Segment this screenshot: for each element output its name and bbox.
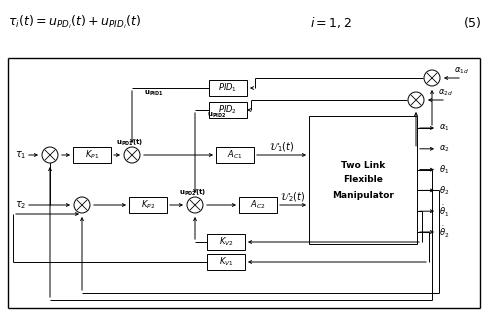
Bar bbox=[309, 116, 417, 244]
Text: $\theta_1$: $\theta_1$ bbox=[439, 163, 449, 176]
Text: $(5)$: $(5)$ bbox=[464, 15, 482, 29]
Text: $K_{V1}$: $K_{V1}$ bbox=[219, 256, 233, 268]
Text: $\dot{\theta}_2$: $\dot{\theta}_2$ bbox=[439, 224, 449, 240]
Text: $\mathbf{u_{PID1}}$: $\mathbf{u_{PID1}}$ bbox=[144, 88, 163, 98]
Bar bbox=[216, 147, 254, 163]
Text: $K_{P1}$: $K_{P1}$ bbox=[85, 149, 99, 161]
Text: $K_{P2}$: $K_{P2}$ bbox=[141, 199, 155, 211]
Circle shape bbox=[124, 147, 140, 163]
Bar bbox=[239, 197, 277, 213]
Text: $\alpha_{1d}$: $\alpha_{1d}$ bbox=[454, 66, 469, 76]
Text: $\alpha_{2d}$: $\alpha_{2d}$ bbox=[438, 88, 453, 98]
Bar bbox=[129, 197, 167, 213]
Text: $PID_2$: $PID_2$ bbox=[219, 104, 238, 116]
Text: $\mathbf{u_{PID2}}$: $\mathbf{u_{PID2}}$ bbox=[207, 110, 226, 119]
Circle shape bbox=[42, 147, 58, 163]
Circle shape bbox=[74, 197, 90, 213]
Text: $\tau_2$: $\tau_2$ bbox=[15, 199, 26, 211]
Text: $\mathbf{u_{PD2}(t)}$: $\mathbf{u_{PD2}(t)}$ bbox=[179, 188, 207, 198]
Text: $A_{C2}$: $A_{C2}$ bbox=[250, 199, 266, 211]
Bar bbox=[207, 254, 245, 270]
Text: $\alpha_2$: $\alpha_2$ bbox=[439, 143, 449, 154]
Bar bbox=[209, 80, 247, 96]
Text: $\mathcal{U}_1(t)$: $\mathcal{U}_1(t)$ bbox=[269, 140, 294, 154]
Text: $PID_1$: $PID_1$ bbox=[219, 82, 238, 94]
Text: $\tau_i(t) = u_{PD_i}(t) + u_{PID_i}(t)$: $\tau_i(t) = u_{PD_i}(t) + u_{PID_i}(t)$ bbox=[8, 13, 141, 31]
Bar bbox=[73, 147, 111, 163]
Text: $\theta_2$: $\theta_2$ bbox=[439, 184, 449, 197]
Circle shape bbox=[408, 92, 424, 108]
Text: Manipulator: Manipulator bbox=[332, 191, 394, 199]
Text: Flexible: Flexible bbox=[343, 175, 383, 185]
Text: $K_{V2}$: $K_{V2}$ bbox=[219, 236, 233, 248]
Text: $\mathbf{u_{PD1}(t)}$: $\mathbf{u_{PD1}(t)}$ bbox=[116, 138, 143, 148]
Text: Two Link: Two Link bbox=[341, 161, 385, 169]
Text: $\alpha_1$: $\alpha_1$ bbox=[439, 123, 449, 133]
Text: $i=1, 2$: $i=1, 2$ bbox=[310, 15, 352, 29]
Circle shape bbox=[424, 70, 440, 86]
Text: $\tau_1$: $\tau_1$ bbox=[15, 149, 26, 161]
Text: $A_{C1}$: $A_{C1}$ bbox=[227, 149, 243, 161]
Bar bbox=[209, 102, 247, 118]
Circle shape bbox=[187, 197, 203, 213]
Bar bbox=[207, 234, 245, 250]
Text: $\mathcal{U}_2(t)$: $\mathcal{U}_2(t)$ bbox=[281, 190, 305, 204]
Text: $\dot{\theta}_1$: $\dot{\theta}_1$ bbox=[439, 204, 449, 219]
